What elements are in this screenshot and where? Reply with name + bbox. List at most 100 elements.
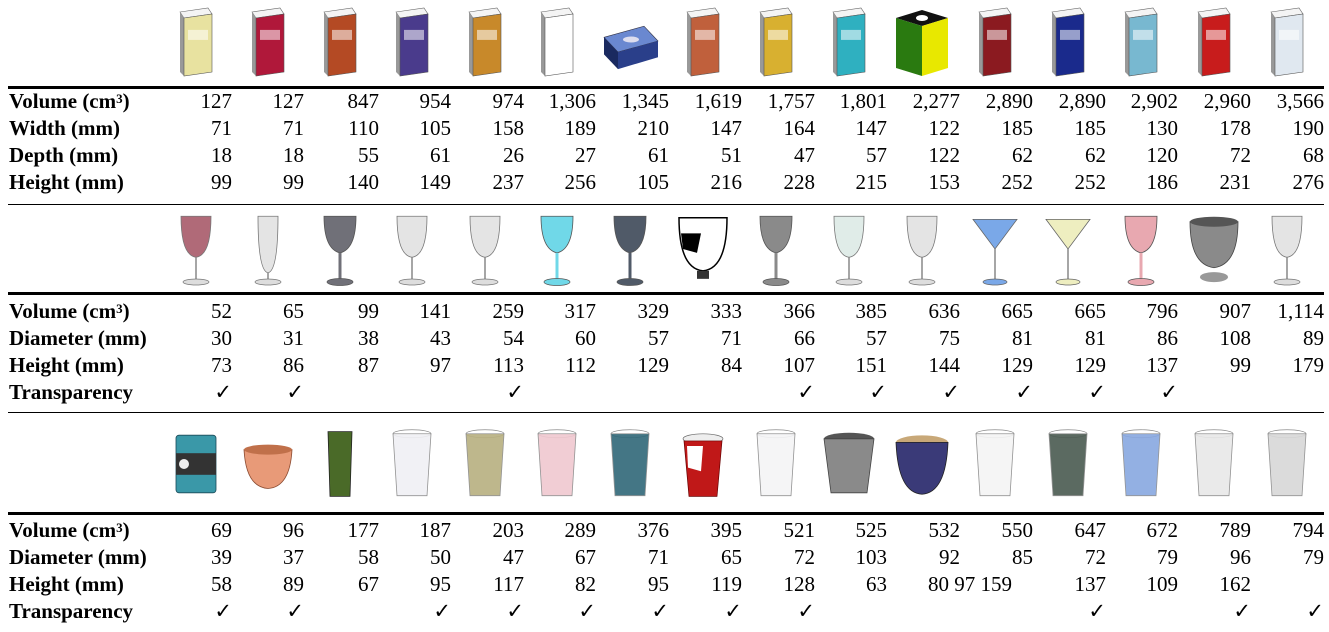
- row-label: Height (mm): [9, 170, 124, 194]
- row-label: Diameter (mm): [9, 326, 147, 350]
- table-cell: 50: [430, 545, 451, 569]
- table-cell: 376: [637, 518, 670, 542]
- table-cell: 395: [710, 518, 743, 542]
- table-cell: 79: [1303, 545, 1324, 569]
- table-cell: 317: [564, 299, 597, 323]
- table-cell: 75: [939, 326, 960, 350]
- checkmark: ✓: [1015, 380, 1033, 404]
- table-cell: 71: [648, 545, 669, 569]
- table-cell: 179: [1292, 353, 1325, 377]
- table-cell: 216: [710, 170, 743, 194]
- table-cell: 149: [419, 170, 452, 194]
- table-cell: 103: [855, 545, 888, 569]
- table-cell: 86: [283, 353, 304, 377]
- table-cell: 178: [1219, 116, 1252, 140]
- table-cell: 67: [358, 572, 379, 596]
- table-row: Depth (mm) 18 18 55 61 26 27 61 51 47 57 122 62 62 120…: [0, 142, 1329, 169]
- table-cell: 129: [1074, 353, 1107, 377]
- table-cell: 259: [492, 299, 525, 323]
- table-cell: 57: [866, 326, 887, 350]
- checkmark: ✓: [433, 599, 451, 623]
- table-cell: 907: [1219, 299, 1252, 323]
- cereal-box-icon: [238, 4, 298, 78]
- tumbler-icon: [527, 428, 587, 500]
- table-cell: 73: [211, 353, 232, 377]
- table-cell: 385: [855, 299, 888, 323]
- tumbler-icon: [455, 428, 515, 500]
- table-cell: 65: [283, 299, 304, 323]
- table-cell: 532: [928, 518, 961, 542]
- checkmark: ✓: [1160, 380, 1178, 404]
- table-row: Volume (cm3) 127 127 847 954 974 1,306 1,345 1,6…: [0, 88, 1329, 115]
- table-cell: 113: [493, 353, 524, 377]
- table-cell: 665: [1074, 299, 1107, 323]
- table-cell: 71: [211, 116, 232, 140]
- table-cell: 190: [1292, 116, 1325, 140]
- table-cell: 289: [564, 518, 597, 542]
- checkmark: ✓: [506, 599, 524, 623]
- table-cell: 43: [430, 326, 451, 350]
- table-cell: 85: [1012, 545, 1033, 569]
- table-cell: 2,902: [1130, 89, 1178, 113]
- table-cell: 120: [1146, 143, 1179, 167]
- bucket-icon: [819, 428, 879, 500]
- table-cell: 62: [1012, 143, 1033, 167]
- table-cell: 79: [1157, 545, 1178, 569]
- table-cell: 130: [1146, 116, 1179, 140]
- table-cell: 252: [1001, 170, 1034, 194]
- table-cell: 105: [419, 116, 452, 140]
- table-row: Diameter (mm) 30 31 38 43 54 60 57 71 66 57 75 81 81 8…: [0, 325, 1329, 352]
- table-cell: 122: [928, 116, 961, 140]
- table-cell: 26: [503, 143, 524, 167]
- table-cell: 38: [358, 326, 379, 350]
- table-cell: 97: [430, 353, 451, 377]
- table-cell: 974: [492, 89, 525, 113]
- cereal-box-icon: [746, 4, 806, 78]
- table-cell: 18: [211, 143, 232, 167]
- checkmark: ✓: [942, 380, 960, 404]
- row-label: Volume (cm3): [9, 89, 130, 113]
- wine-glass-icon: [455, 210, 515, 288]
- table-cell: 796: [1146, 299, 1179, 323]
- champagne-flute-icon: [238, 210, 298, 288]
- table-cell: 127: [200, 89, 233, 113]
- checkmark: ✓: [651, 599, 669, 623]
- row-label: Height (mm): [9, 572, 124, 596]
- row-label: Height (mm): [9, 353, 124, 377]
- table-cell: 210: [637, 116, 670, 140]
- tissue-box-icon: [600, 4, 660, 78]
- table-cell: 525: [855, 518, 888, 542]
- checkmark: ✓: [1306, 599, 1324, 623]
- table-cell: 65: [721, 545, 742, 569]
- checkmark: ✓: [869, 380, 887, 404]
- table-cell: 119: [711, 572, 742, 596]
- table-cell: 2,890: [1058, 89, 1106, 113]
- table-cell: 81: [1012, 326, 1033, 350]
- table-cell: 81: [1085, 326, 1106, 350]
- cup-icon: [310, 428, 370, 500]
- checkmark: ✓: [506, 380, 524, 404]
- coffee-cup-icon: [673, 428, 733, 500]
- table-cell: 276: [1292, 170, 1325, 194]
- table-cell: 95: [648, 572, 669, 596]
- table-cell: 122: [928, 143, 961, 167]
- table-cell: 108: [1219, 326, 1252, 350]
- tumbler-icon: [1184, 428, 1244, 500]
- table-cell: 954: [419, 89, 452, 113]
- table-cell: 252: [1074, 170, 1107, 194]
- table-cell: 647: [1074, 518, 1107, 542]
- table-cell: 72: [794, 545, 815, 569]
- table-cell: 129: [637, 353, 670, 377]
- table-cell: 333: [710, 299, 743, 323]
- tumbler-icon: [600, 428, 660, 500]
- table-cell: 137: [1074, 572, 1107, 596]
- tumbler-icon: [1257, 428, 1317, 500]
- table-rule: [8, 86, 1324, 89]
- cereal-box-icon: [819, 4, 879, 78]
- table-cell: 96: [1230, 545, 1251, 569]
- goblet-icon: [746, 210, 806, 288]
- table-cell: 112: [565, 353, 596, 377]
- table-cell: 71: [721, 326, 742, 350]
- tumbler-icon: [746, 428, 806, 500]
- cereal-box-icon: [1111, 4, 1171, 78]
